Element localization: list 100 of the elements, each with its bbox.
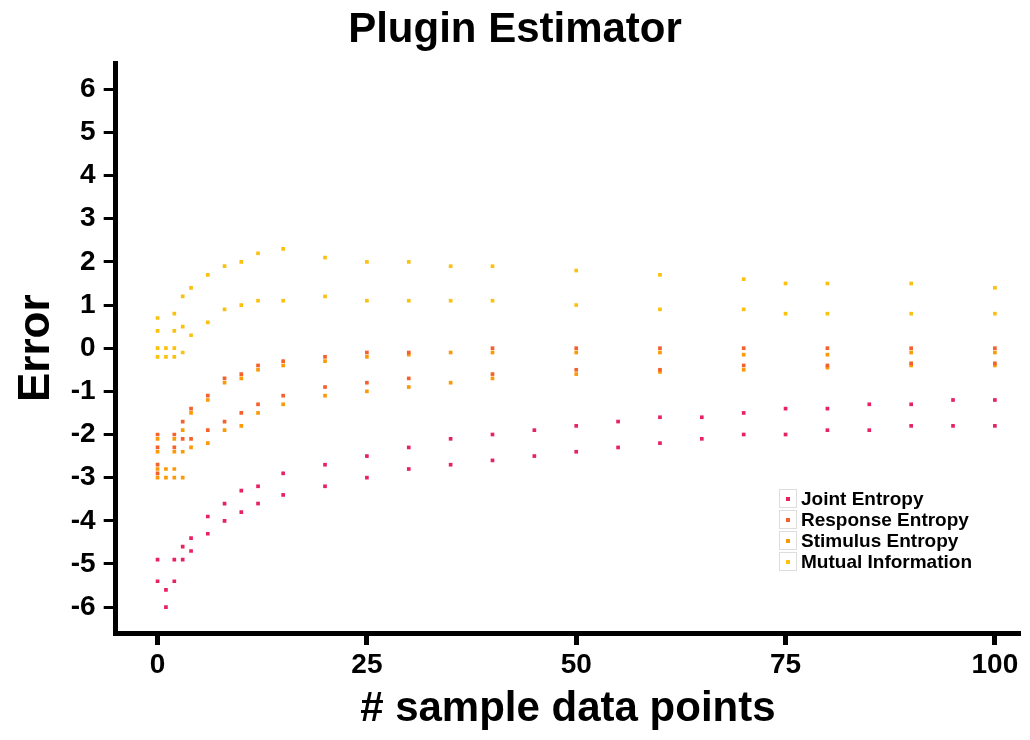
point	[281, 402, 285, 407]
point	[164, 605, 168, 609]
point	[741, 411, 746, 415]
point	[993, 398, 997, 402]
legend-label: Mutual Information	[801, 551, 972, 572]
point	[205, 273, 210, 277]
legend-label: Joint Entropy	[801, 488, 924, 509]
point	[741, 367, 746, 372]
point	[172, 311, 177, 316]
point	[180, 449, 185, 454]
point	[239, 303, 244, 307]
point	[365, 454, 369, 458]
y-tick-label: 4	[80, 158, 97, 190]
point	[658, 273, 662, 277]
x-tick-label: 0	[149, 647, 166, 679]
point	[406, 260, 411, 264]
point	[658, 415, 662, 420]
point	[658, 346, 662, 351]
point	[189, 536, 193, 540]
point	[699, 436, 704, 441]
point	[365, 380, 369, 385]
point	[239, 260, 244, 264]
point	[172, 467, 177, 471]
y-tick-label: 6	[80, 72, 96, 104]
point	[574, 367, 579, 372]
point	[164, 346, 168, 351]
y-tick-label: 1	[80, 287, 96, 319]
point	[323, 393, 327, 398]
point	[189, 285, 193, 290]
point	[406, 298, 411, 303]
point	[239, 411, 244, 415]
point	[239, 372, 244, 376]
point	[172, 449, 177, 454]
x-tick-label: 75	[769, 647, 802, 679]
point	[239, 424, 244, 428]
point	[323, 385, 327, 389]
point	[993, 285, 997, 290]
point	[867, 428, 872, 433]
point	[951, 424, 955, 428]
point	[239, 510, 244, 515]
point	[993, 311, 997, 316]
point	[172, 579, 177, 584]
y-tick-label: 3	[80, 201, 96, 233]
point	[256, 367, 260, 372]
y-axis-title: Error	[8, 294, 58, 402]
point	[189, 411, 193, 415]
point	[909, 346, 913, 351]
point	[993, 424, 997, 428]
point	[205, 531, 210, 536]
point	[281, 359, 285, 363]
point	[189, 436, 193, 441]
point	[256, 402, 260, 407]
y-tick-label: -6	[70, 589, 96, 621]
point	[256, 484, 260, 489]
point	[180, 428, 185, 433]
point	[574, 346, 579, 351]
x-tick-label: 100	[971, 647, 1019, 679]
y-tick-label: -5	[70, 546, 96, 578]
legend-label: Response Entropy	[801, 509, 969, 530]
point	[164, 588, 168, 592]
point	[205, 441, 210, 445]
point	[256, 251, 260, 256]
chart-title: Plugin Estimator	[348, 3, 682, 51]
y-tick-label: -3	[70, 460, 96, 492]
point	[164, 467, 168, 471]
point	[205, 428, 210, 433]
point	[172, 329, 177, 333]
point	[180, 544, 185, 549]
point	[281, 393, 285, 398]
y-tick-label: 2	[80, 244, 96, 276]
legend-label: Stimulus Entropy	[801, 530, 959, 551]
point	[867, 402, 872, 407]
point	[951, 398, 955, 402]
point	[574, 449, 579, 454]
point	[172, 436, 177, 441]
point	[909, 402, 913, 407]
point	[699, 415, 704, 420]
point	[205, 398, 210, 402]
y-tick-label: 0	[80, 330, 96, 362]
y-tick-label: -1	[70, 374, 96, 406]
point	[323, 484, 327, 489]
point	[574, 303, 579, 307]
point	[205, 393, 210, 398]
point	[180, 436, 185, 441]
point	[741, 346, 746, 351]
x-tick-label: 25	[351, 647, 383, 679]
point	[256, 298, 260, 303]
point	[406, 467, 411, 471]
point	[256, 411, 260, 415]
point	[993, 346, 997, 351]
point	[741, 352, 746, 357]
point	[574, 372, 579, 376]
point	[365, 298, 369, 303]
y-tick-label: -2	[70, 417, 96, 449]
x-tick-label: 50	[560, 647, 592, 679]
point	[189, 333, 193, 338]
point	[365, 260, 369, 264]
y-tick-label: -4	[70, 503, 97, 535]
point	[172, 346, 177, 351]
point	[909, 311, 913, 316]
